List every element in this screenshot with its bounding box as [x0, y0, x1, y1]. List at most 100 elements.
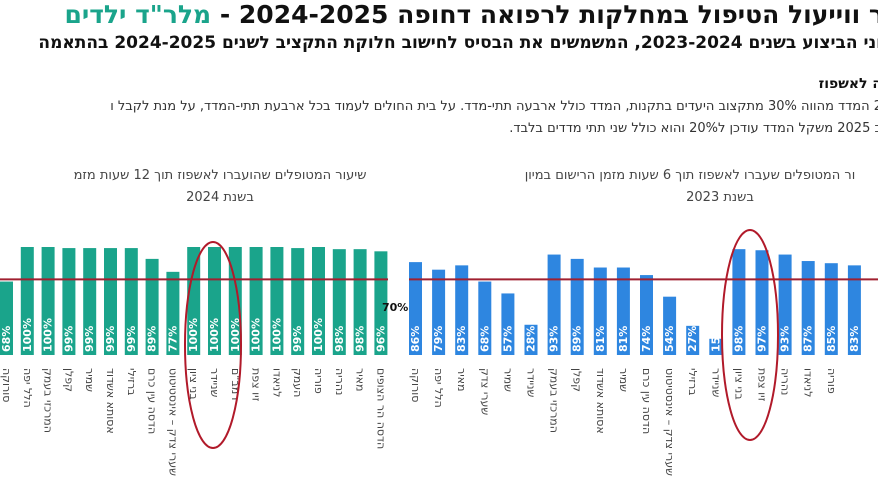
- page-subtitle: וני הביצוע בשנים 2023-2024, המשמשים את ה…: [38, 33, 878, 53]
- bar-0-18: [374, 251, 388, 355]
- chart-2023-title: ור המטופלים שעברו לאשפוז תוך 6 שעות מזמן…: [524, 168, 856, 183]
- category-label-1-12: ברזילי: [686, 368, 699, 396]
- data-label-1-13: 15%: [709, 326, 722, 352]
- category-label-1-8: אסותא אשדוד: [594, 368, 607, 434]
- highlight-ellipse-2024: [184, 241, 242, 449]
- bar-1-17: [801, 261, 815, 355]
- category-label-1-1: הלל יפה: [432, 368, 445, 408]
- data-label-1-4: 57%: [501, 326, 514, 352]
- category-label-0-18: הדסה הר הצופים: [374, 368, 387, 449]
- bar-1-5: [524, 324, 538, 355]
- bar-1-19: [847, 265, 861, 355]
- category-label-1-7: קפלן: [571, 368, 584, 392]
- data-label-1-1: 79%: [432, 326, 445, 352]
- bar-0-15: [312, 247, 325, 355]
- paragraph-line-2: ב 2025 משקל המדד עודכן ל20% והוא כולל שנ…: [509, 121, 878, 136]
- data-label-1-2: 83%: [455, 326, 468, 352]
- category-label-0-4: שמיר: [83, 368, 96, 392]
- bar-0-17: [353, 249, 367, 355]
- data-label-0-16: 98%: [333, 326, 346, 352]
- bar-0-12: [249, 247, 263, 355]
- data-label-0-1: 100%: [21, 318, 34, 352]
- data-label-1-3: 68%: [478, 326, 491, 352]
- category-label-0-15: פוריה: [312, 368, 325, 394]
- data-label-0-14: 99%: [291, 326, 304, 352]
- bar-0-16: [332, 249, 346, 355]
- data-label-1-15: 97%: [756, 326, 769, 352]
- bar-0-14: [291, 248, 305, 355]
- category-label-1-14: בני ציון: [732, 368, 745, 400]
- category-label-1-18: פוריה: [825, 368, 838, 394]
- data-label-1-8: 81%: [594, 326, 607, 352]
- category-label-0-0: סורוקה: [0, 368, 13, 402]
- data-label-0-3: 99%: [62, 326, 75, 352]
- title-main: ר ווייעול הטיפול במחלקות לרפואה דחופה 20…: [211, 0, 878, 29]
- page-title: ר ווייעול הטיפול במחלקות לרפואה דחופה 20…: [64, 0, 878, 29]
- category-label-0-8: שערי צדק – אינסטיטוט: [166, 368, 179, 476]
- bar-0-1: [20, 247, 34, 355]
- category-label-1-4: שמיר: [501, 368, 514, 392]
- chart-2024-title: שיעור המטופלים שהועברו לאשפוז תוך 12 שעו…: [73, 168, 367, 183]
- data-label-1-7: 89%: [571, 326, 584, 352]
- category-label-1-3: שערי צדק: [478, 368, 491, 415]
- data-label-0-8: 77%: [166, 326, 179, 352]
- category-label-1-13: שניידר: [709, 368, 722, 398]
- category-label-1-15: זיו צפת: [756, 368, 769, 402]
- paragraph-line-1: 2 המדד מהווה 30% מתקצוב היעדים בתקנות, ה…: [110, 99, 878, 114]
- bar-1-7: [570, 258, 584, 355]
- data-label-0-5: 99%: [104, 326, 117, 352]
- bar-0-10: [208, 247, 221, 355]
- category-label-1-5: שניידר: [525, 368, 538, 398]
- category-label-1-9: שמיר: [617, 368, 630, 392]
- category-label-1-10: הדסה עין כרם: [640, 368, 653, 434]
- bar-1-2: [455, 265, 469, 355]
- bar-1-4: [501, 293, 515, 355]
- bar-1-3: [478, 281, 492, 355]
- data-label-0-4: 99%: [83, 326, 96, 352]
- data-label-1-16: 93%: [779, 326, 792, 352]
- data-label-0-13: 100%: [270, 318, 283, 352]
- data-label-1-10: 74%: [640, 326, 653, 352]
- category-label-0-5: אסותא אשדוד: [104, 368, 117, 434]
- bar-1-1: [432, 269, 446, 355]
- category-label-1-17: לניאדו: [802, 368, 815, 397]
- data-label-0-17: 98%: [354, 326, 367, 352]
- data-label-0-2: 100%: [42, 318, 55, 352]
- category-label-0-1: הלל יפה: [21, 368, 34, 408]
- bar-0-11: [228, 247, 242, 355]
- data-label-0-11: 100%: [229, 318, 242, 352]
- data-label-1-19: 83%: [848, 326, 861, 352]
- data-label-0-18: 96%: [374, 326, 387, 352]
- data-label-1-17: 87%: [802, 326, 815, 352]
- category-label-0-6: ברזילי: [125, 368, 138, 396]
- bar-1-11: [663, 296, 677, 355]
- category-label-1-2: מאיר: [455, 368, 468, 392]
- category-label-1-6: המרכזי בעמק: [548, 368, 561, 433]
- category-label-0-10: שניידר: [208, 368, 221, 398]
- bar-0-0: [0, 281, 13, 355]
- category-label-1-16: נהריה: [779, 368, 792, 395]
- category-label-1-11: שערי צדק – אינסטיטוט: [663, 368, 676, 476]
- bar-1-12: [686, 325, 700, 355]
- bar-0-9: [187, 247, 201, 355]
- data-label-0-12: 100%: [250, 318, 263, 352]
- data-label-1-0: 86%: [409, 326, 422, 352]
- bar-0-8: [166, 271, 180, 355]
- category-label-1-0: סורוקה: [409, 368, 422, 402]
- data-label-0-0: 68%: [0, 326, 13, 352]
- data-label-0-15: 100%: [312, 318, 325, 352]
- bar-0-4: [83, 248, 97, 355]
- bar-0-7: [145, 258, 159, 355]
- category-label-0-16: נהריה: [333, 368, 346, 395]
- bar-1-9: [616, 267, 630, 355]
- data-label-1-9: 81%: [617, 326, 630, 352]
- data-label-0-6: 99%: [125, 326, 138, 352]
- data-label-1-18: 85%: [825, 326, 838, 352]
- bar-0-6: [124, 248, 138, 355]
- data-label-1-14: 98%: [732, 326, 745, 352]
- highlight-ellipse-2023: [721, 229, 779, 441]
- category-label-0-13: לניאדו: [270, 368, 283, 397]
- data-label-1-11: 54%: [663, 326, 676, 352]
- category-label-0-2: המרכזי בעמק: [42, 368, 55, 433]
